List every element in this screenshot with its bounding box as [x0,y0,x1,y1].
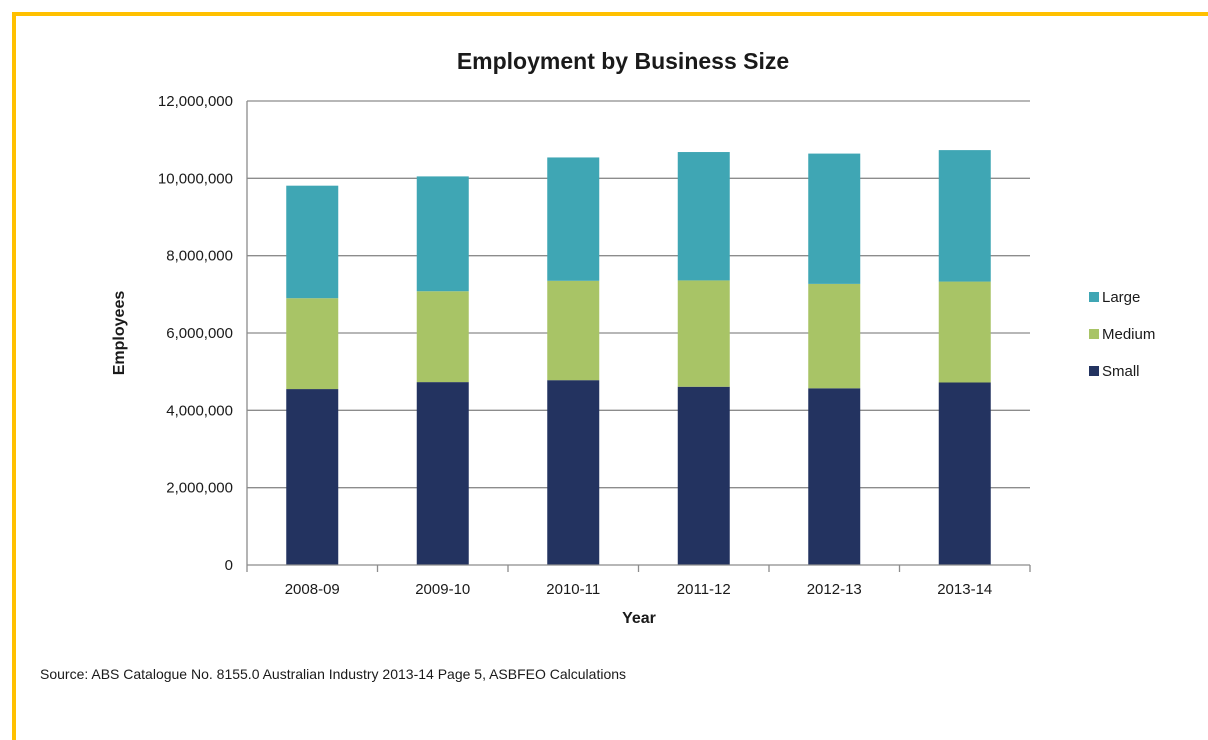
legend-label-large: Large [1102,289,1140,306]
bar-medium-2009-10 [416,291,469,383]
bar-medium-2010-11 [547,280,600,381]
bar-medium-2012-13 [808,283,861,389]
bar-large-2009-10 [416,176,469,292]
x-tick-label: 2012-13 [807,581,862,598]
bar-large-2010-11 [547,157,600,281]
legend: Large Medium Small [1089,289,1155,380]
bar-large-2008-09 [286,185,339,299]
bar-large-2013-14 [938,150,991,282]
y-tick-label: 10,000,000 [158,170,233,187]
bars [286,150,991,565]
bar-small-2010-11 [547,380,600,565]
frame-left-border [12,12,16,740]
x-tick-label: 2011-12 [677,581,731,598]
x-tick-labels: 2008-09 2009-10 2010-11 2011-12 2012-13 2013-… [285,581,993,598]
x-tick-label: 2013-14 [937,581,992,598]
y-tick-labels: 0 2,000,000 4,000,000 6,000,000 8,000,000 10,… [158,93,233,574]
bar-medium-2013-14 [938,281,991,383]
y-tick-label: 0 [225,557,233,574]
y-axis-title: Employees [111,291,128,376]
bar-large-2012-13 [808,153,861,284]
legend-swatch-small [1089,366,1099,376]
x-tick-label: 2008-09 [285,581,340,598]
bar-large-2011-12 [677,152,730,281]
y-tick-label: 8,000,000 [166,248,233,265]
gridlines [247,100,1030,489]
bar-small-2008-09 [286,389,339,565]
axes [246,101,1031,572]
bar-small-2011-12 [677,386,730,565]
legend-swatch-large [1089,292,1099,302]
x-axis-title: Year [622,610,656,627]
source-note: Source: ABS Catalogue No. 8155.0 Austral… [40,666,627,682]
bar-medium-2008-09 [286,298,339,390]
y-tick-label: 4,000,000 [166,402,233,419]
frame-top-border [12,12,1208,16]
y-tick-label: 2,000,000 [166,480,233,497]
y-tick-label: 6,000,000 [166,325,233,342]
bar-medium-2011-12 [677,280,730,387]
stacked-bar-chart: Employment by Business Size 0 2,000,000 4,… [111,48,1155,627]
x-tick-label: 2009-10 [415,581,470,598]
legend-label-small: Small [1102,363,1140,380]
x-tick-label: 2010-11 [546,581,600,598]
y-tick-label: 12,000,000 [158,93,233,110]
bar-small-2009-10 [416,382,469,565]
bar-small-2012-13 [808,388,861,565]
legend-label-medium: Medium [1102,326,1155,343]
chart-title: Employment by Business Size [457,48,789,74]
bar-small-2013-14 [938,382,991,565]
legend-swatch-medium [1089,329,1099,339]
